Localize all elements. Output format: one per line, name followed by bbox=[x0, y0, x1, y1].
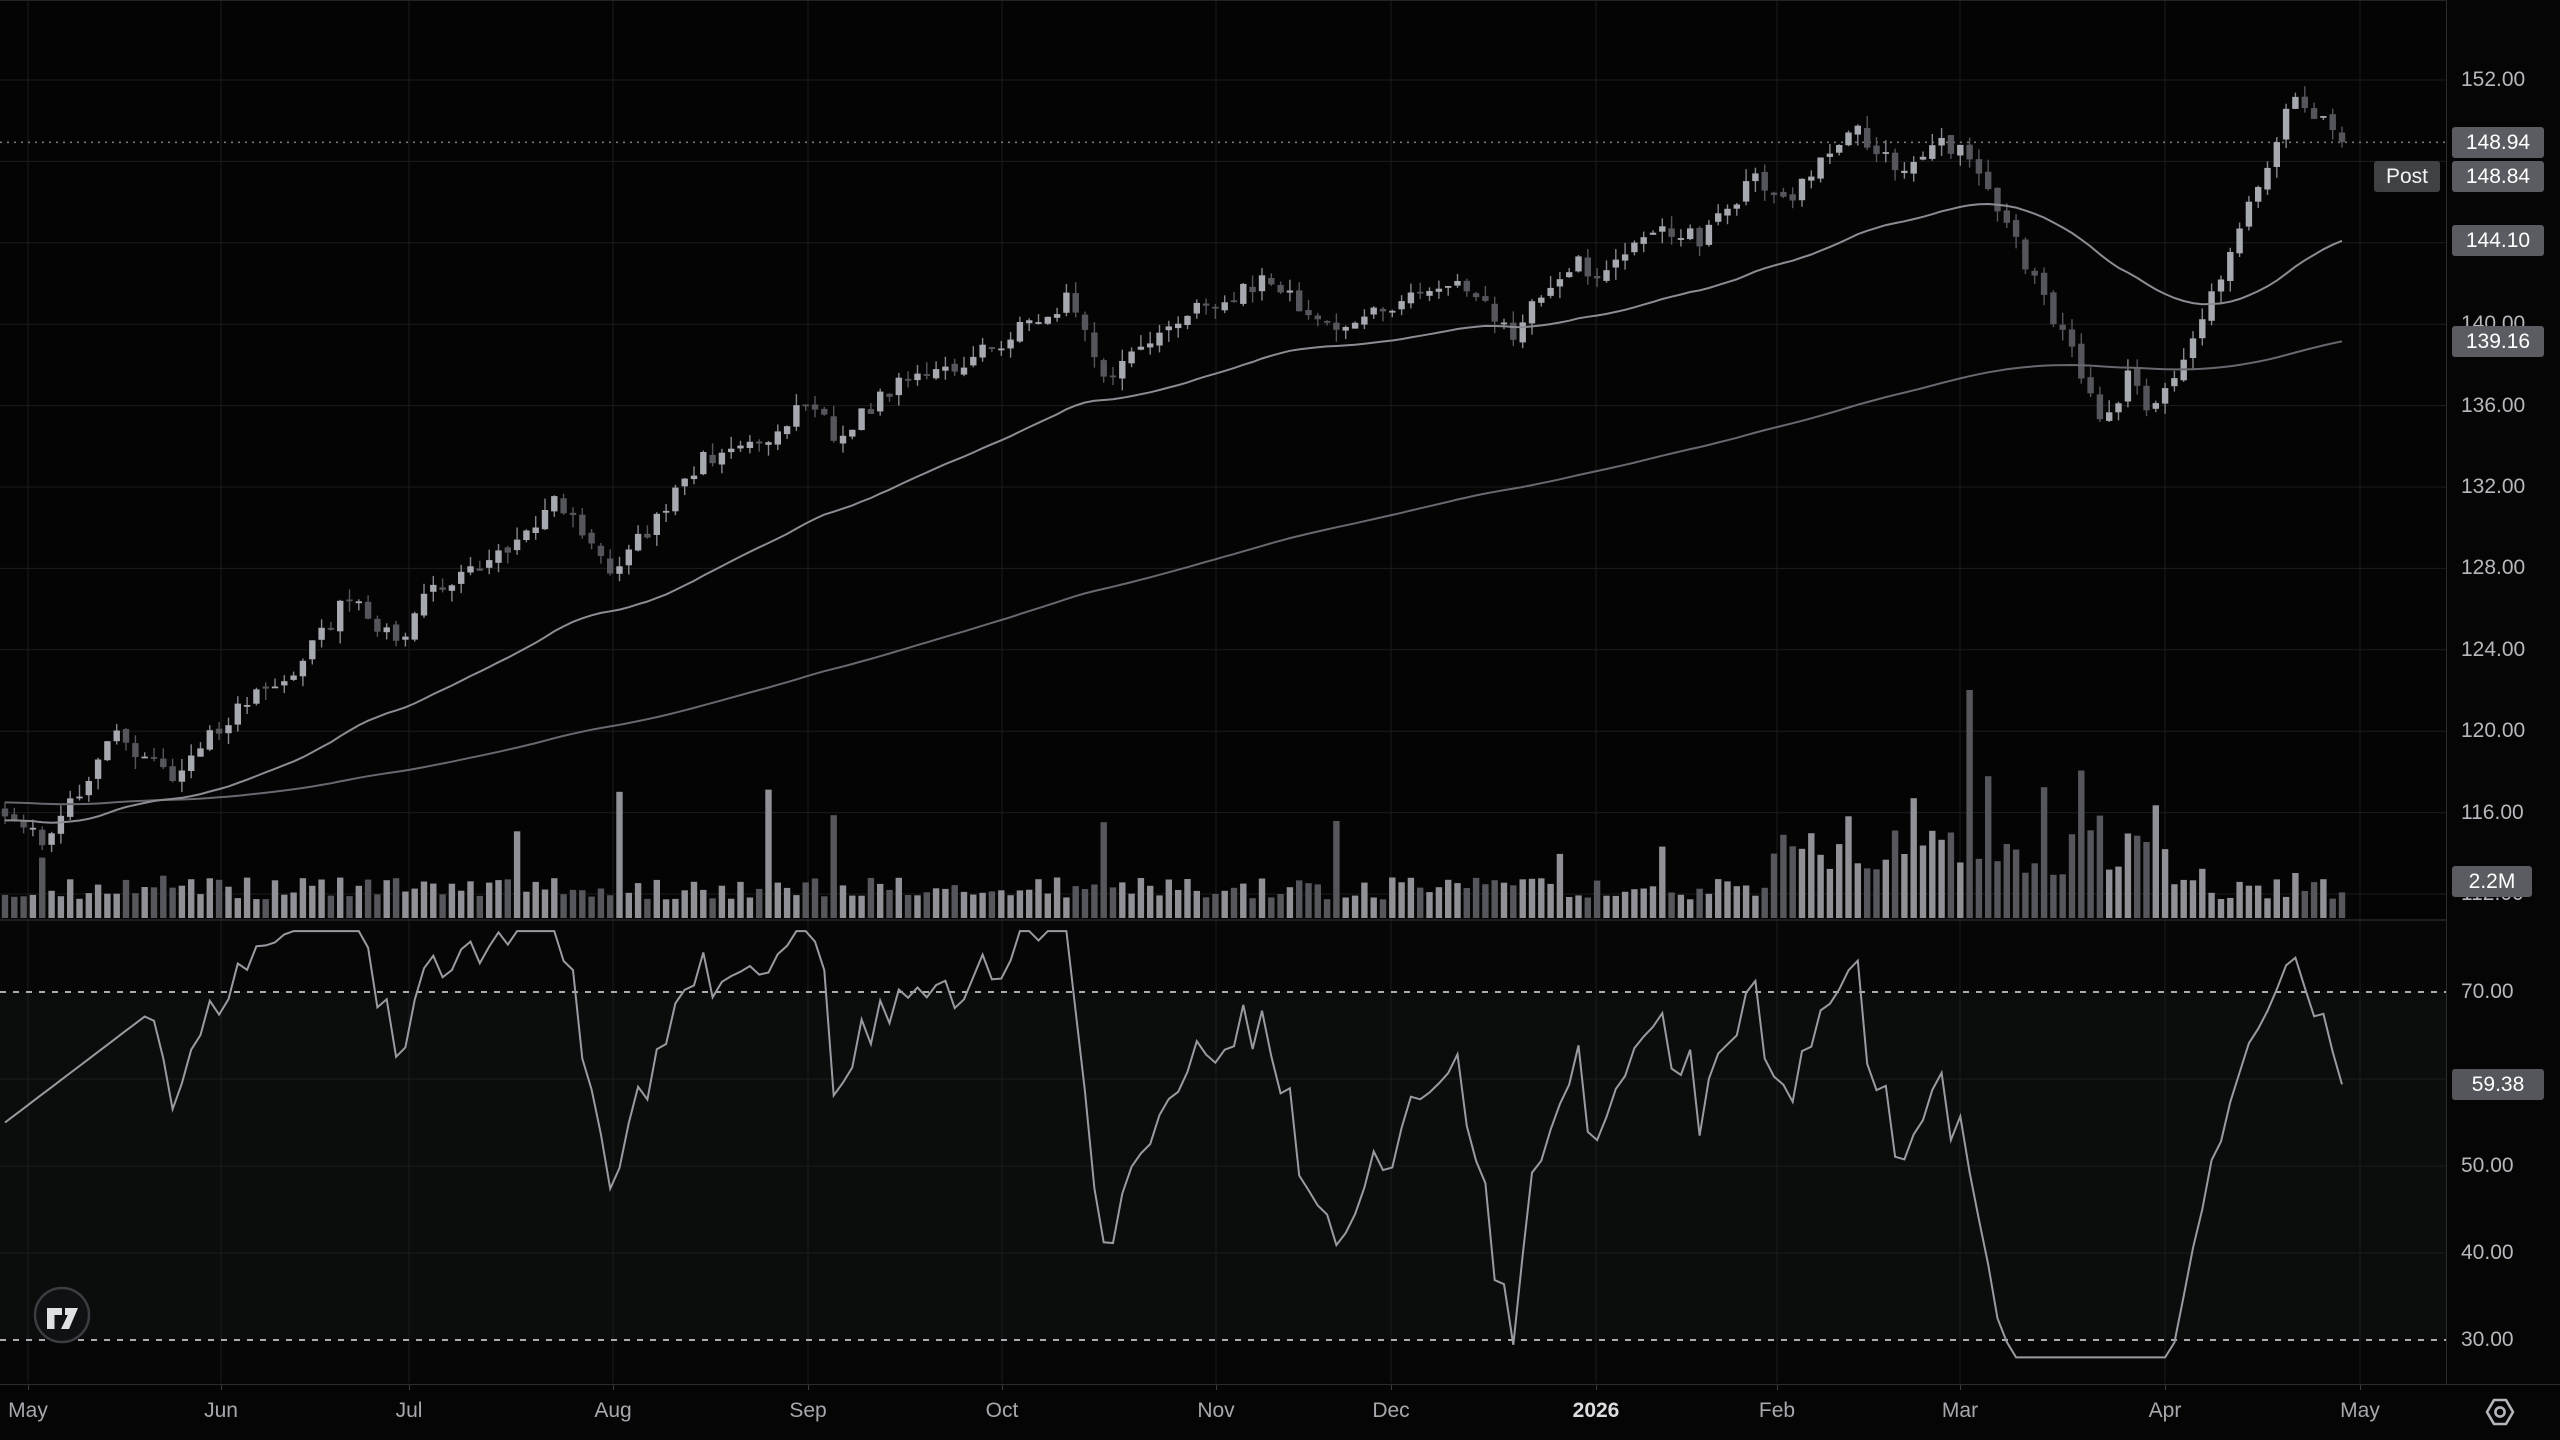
month-tick-mark bbox=[808, 1385, 809, 1390]
month-label: Feb bbox=[1758, 1399, 1796, 1422]
month-tick-mark bbox=[409, 1385, 410, 1390]
month-label: 2026 bbox=[1572, 1399, 1620, 1422]
month-tick-mark bbox=[1216, 1385, 1217, 1390]
rsi-tick-label: 70.00 bbox=[2461, 980, 2514, 1003]
month-label: Apr bbox=[2148, 1399, 2182, 1422]
month-tick-mark bbox=[1002, 1385, 1003, 1390]
ma-fast-value-badge: 144.10 bbox=[2452, 225, 2544, 256]
month-label: Oct bbox=[985, 1399, 1019, 1422]
month-label: Dec bbox=[1372, 1399, 1410, 1422]
month-tick-mark bbox=[1596, 1385, 1597, 1390]
month-label: Mar bbox=[1941, 1399, 1979, 1422]
month-tick-mark bbox=[1960, 1385, 1961, 1390]
month-tick-mark bbox=[613, 1385, 614, 1390]
month-label: May bbox=[2340, 1399, 2380, 1422]
rsi-tick-label: 50.00 bbox=[2461, 1154, 2514, 1177]
month-tick-mark bbox=[1777, 1385, 1778, 1390]
month-tick-mark bbox=[28, 1385, 29, 1390]
logo-glyph-one bbox=[47, 1308, 62, 1329]
ma-slow-value-badge: 139.16 bbox=[2452, 326, 2544, 357]
time-axis[interactable]: May Jun Jul Aug Sep Oct Nov Dec 2026 Feb Mar Apr May bbox=[0, 1384, 2560, 1440]
price-tick-label: 152.00 bbox=[2461, 68, 2526, 91]
price-axis[interactable]: 30.0040.0050.0070.00112.00116.00120.0012… bbox=[2446, 0, 2560, 1384]
month-label: Sep bbox=[789, 1399, 827, 1422]
month-label: Aug bbox=[594, 1399, 632, 1422]
month-label: May bbox=[8, 1399, 48, 1422]
price-tick-label: 116.00 bbox=[2461, 800, 2524, 824]
volume-value-badge: 2.2M bbox=[2452, 866, 2532, 897]
month-tick-mark bbox=[2165, 1385, 2166, 1390]
pane-top-border bbox=[0, 0, 2560, 1]
month-tick-mark bbox=[2360, 1385, 2361, 1390]
rsi-tick-label: 30.00 bbox=[2461, 1328, 2514, 1351]
post-market-session-badge: Post bbox=[2373, 161, 2440, 192]
rsi-tick-label: 40.00 bbox=[2461, 1241, 2514, 1264]
month-tick-mark bbox=[221, 1385, 222, 1390]
chart-canvas[interactable] bbox=[0, 0, 2446, 1384]
price-tick-label: 136.00 bbox=[2461, 393, 2526, 417]
post-market-price-badge: 148.84 bbox=[2452, 161, 2544, 192]
price-tick-label: 128.00 bbox=[2461, 556, 2526, 580]
logo-glyph-seven bbox=[61, 1308, 78, 1329]
month-label: Jun bbox=[204, 1399, 238, 1422]
timezone-settings-gear-icon[interactable] bbox=[2481, 1393, 2519, 1431]
month-label: Jul bbox=[395, 1399, 423, 1422]
price-tick-label: 124.00 bbox=[2461, 637, 2526, 661]
rsi-value-badge: 59.38 bbox=[2452, 1069, 2544, 1100]
month-label: Nov bbox=[1197, 1399, 1235, 1422]
last-price-badge: 148.94 bbox=[2452, 127, 2544, 158]
price-tick-label: 132.00 bbox=[2461, 475, 2526, 498]
month-tick-mark bbox=[1391, 1385, 1392, 1390]
tradingview-logo[interactable] bbox=[32, 1285, 92, 1345]
price-tick-label: 120.00 bbox=[2461, 719, 2526, 743]
